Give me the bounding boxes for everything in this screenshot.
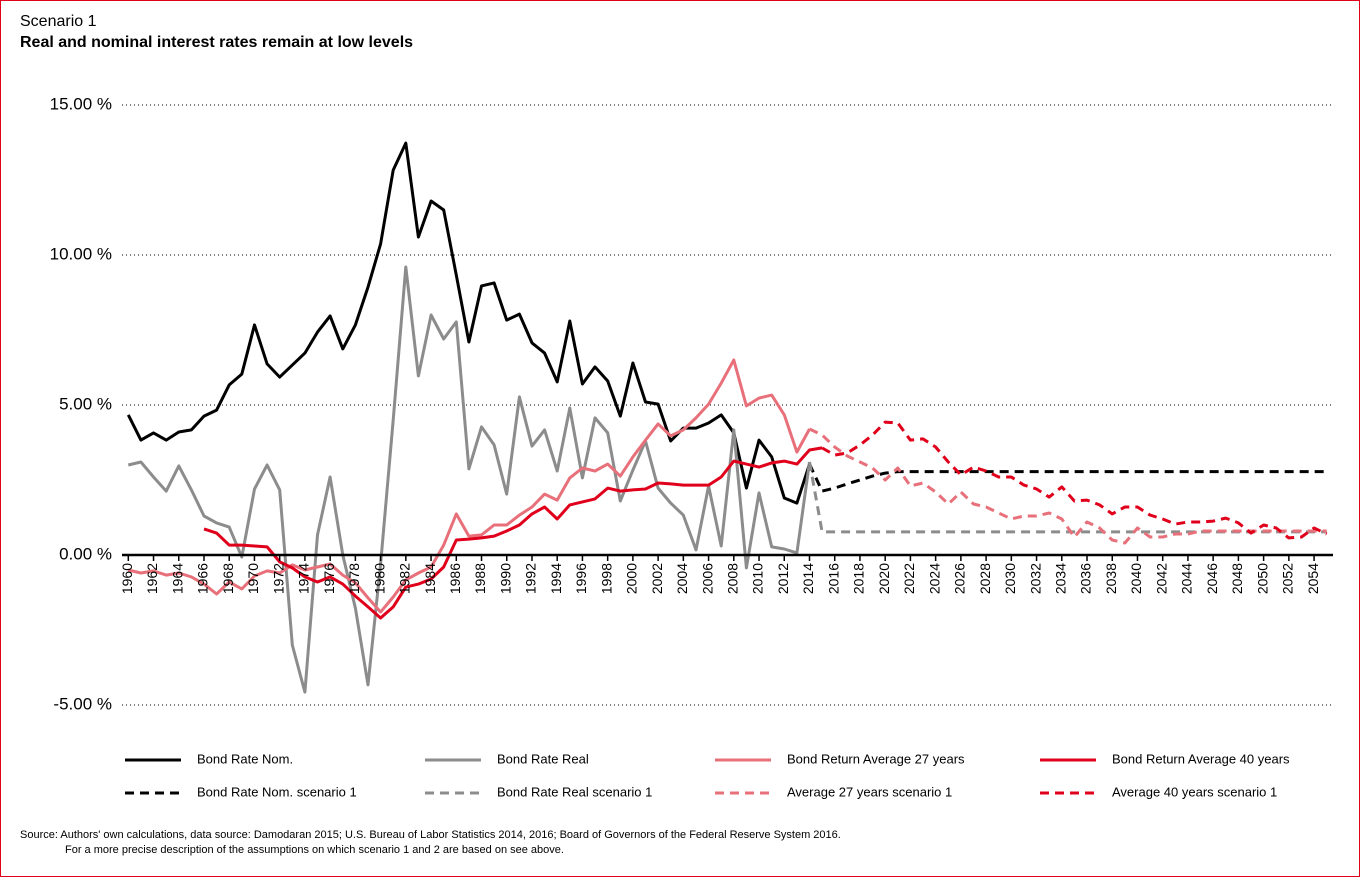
chart-title: Real and nominal interest rates remain a… <box>20 34 413 51</box>
x-tick-label: 1990 <box>497 563 513 594</box>
x-tick-label: 2036 <box>1078 563 1094 594</box>
x-tick-label: 1980 <box>371 563 387 594</box>
x-tick-label: 2012 <box>775 563 791 594</box>
x-tick-label: 2010 <box>750 563 766 594</box>
x-tick-label: 1976 <box>321 563 337 594</box>
x-tick-label: 1970 <box>245 563 261 594</box>
x-tick-label: 2050 <box>1254 563 1270 594</box>
x-tick-label: 1978 <box>346 563 362 594</box>
y-tick-label: 15.00 % <box>50 94 112 113</box>
x-tick-label: 2048 <box>1229 563 1245 594</box>
x-tick-label: 2014 <box>800 563 816 594</box>
series-line <box>126 141 811 505</box>
x-tick-label: 2000 <box>624 563 640 594</box>
x-tick-label: 2008 <box>725 563 741 594</box>
x-tick-label: 1982 <box>397 563 413 594</box>
x-tick-label: 2016 <box>825 563 841 594</box>
x-tick-label: 1992 <box>523 563 539 594</box>
x-tick-label: 1966 <box>195 563 211 594</box>
x-tick-label: 2030 <box>1002 563 1018 594</box>
series-line <box>821 420 1328 540</box>
x-tick-label: 1960 <box>119 563 135 594</box>
legend-label: Bond Rate Real scenario 1 <box>497 784 652 799</box>
source-note: Source: Authors' own calculations, data … <box>20 829 841 841</box>
x-tick-label: 2038 <box>1103 563 1119 594</box>
x-tick-label: 1968 <box>220 563 236 594</box>
x-tick-label: 2018 <box>851 563 867 594</box>
series-line <box>808 427 1327 545</box>
x-tick-label: 1998 <box>598 563 614 594</box>
x-tick-label: 2002 <box>649 563 665 594</box>
x-tick-label: 1962 <box>144 563 160 594</box>
x-tick-label: 1986 <box>447 563 463 594</box>
x-tick-label: 2044 <box>1179 563 1195 594</box>
x-tick-label: 2026 <box>952 563 968 594</box>
y-tick-label: 0.00 % <box>59 544 112 563</box>
x-tick-label: 2052 <box>1280 563 1296 594</box>
y-tick-label: -5.00 % <box>53 694 112 713</box>
legend-label: Average 40 years scenario 1 <box>1112 784 1277 799</box>
x-tick-label: 2032 <box>1027 563 1043 594</box>
chart-kicker: Scenario 1 <box>20 13 97 30</box>
series-line <box>203 446 823 620</box>
x-tick-label: 2040 <box>1128 563 1144 594</box>
x-tick-label: 2054 <box>1305 563 1321 594</box>
legend-label: Bond Rate Nom. scenario 1 <box>197 784 357 799</box>
series-line <box>127 358 811 614</box>
x-tick-label: 1988 <box>472 563 488 594</box>
x-tick-label: 1974 <box>296 563 312 594</box>
y-tick-label: 5.00 % <box>59 394 112 413</box>
series-line <box>808 461 1327 534</box>
legend-label: Bond Return Average 40 years <box>1112 751 1290 766</box>
x-tick-label: 2046 <box>1204 563 1220 594</box>
source-note: For a more precise description of the as… <box>65 844 564 856</box>
legend-label: Bond Rate Nom. <box>197 751 293 766</box>
x-tick-label: 1996 <box>573 563 589 594</box>
x-tick-label: 2028 <box>977 563 993 594</box>
x-tick-label: 2004 <box>674 563 690 594</box>
x-tick-label: 2024 <box>926 563 942 594</box>
x-tick-label: 2034 <box>1052 563 1068 594</box>
x-tick-label: 2006 <box>699 563 715 594</box>
x-tick-label: 2020 <box>876 563 892 594</box>
y-tick-label: 10.00 % <box>50 244 112 263</box>
x-tick-label: 2022 <box>901 563 917 594</box>
legend-label: Bond Return Average 27 years <box>787 751 965 766</box>
x-tick-label: 2042 <box>1153 563 1169 594</box>
x-tick-label: 1972 <box>270 563 286 594</box>
x-tick-label: 1964 <box>169 563 185 594</box>
legend-label: Bond Rate Real <box>497 751 589 766</box>
x-tick-label: 1994 <box>548 563 564 594</box>
x-tick-label: 1984 <box>422 563 438 594</box>
series-line <box>127 265 811 694</box>
legend-label: Average 27 years scenario 1 <box>787 784 952 799</box>
